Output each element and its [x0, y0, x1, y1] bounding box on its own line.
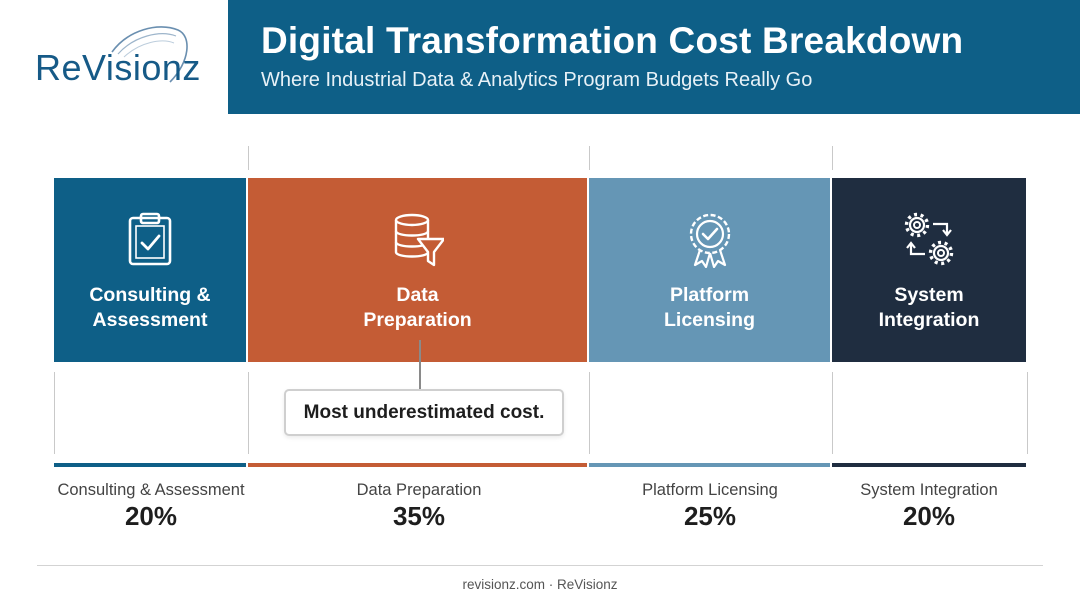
logo-swoosh-icon — [111, 26, 188, 83]
value-bar-platform-licensing — [589, 463, 830, 467]
segment-consulting-and-assessment: Consulting & Assessment — [54, 178, 246, 362]
category-label: Platform Licensing — [642, 481, 778, 499]
segment-label: System Integration — [878, 284, 980, 332]
segment-label: Consulting & Assessment — [89, 284, 211, 332]
callout-box: Most underestimated cost. — [284, 389, 564, 436]
segment-divider — [1027, 372, 1028, 454]
segment-divider — [589, 372, 590, 454]
segment-divider — [248, 146, 249, 170]
category-label: Consulting & Assessment — [57, 481, 245, 499]
value-bar-consulting-and-assessment — [54, 463, 246, 467]
percent-label: 25% — [683, 501, 737, 531]
segment-divider — [589, 146, 590, 170]
percent-label: 35% — [392, 501, 446, 531]
page-subtitle: Where Industrial Data & Analytics Progra… — [261, 69, 813, 91]
segment-label: Data Preparation — [363, 284, 472, 332]
category-label: System Integration — [860, 481, 998, 499]
footer-divider — [37, 565, 1043, 566]
segment-divider — [832, 146, 833, 170]
brand-logo: ReVisionz — [0, 0, 228, 114]
certificate-badge-icon — [684, 212, 736, 269]
segment-system-integration: System Integration — [832, 178, 1026, 362]
page-title: Digital Transformation Cost Breakdown — [261, 20, 964, 61]
clipboard-check-icon — [124, 212, 176, 268]
database-filter-icon — [392, 212, 445, 268]
segment-platform-licensing: Platform Licensing — [589, 178, 830, 362]
value-bar-data-preparation — [248, 463, 587, 467]
category-label: Data Preparation — [356, 481, 482, 499]
logo-text: ReVisionz — [35, 47, 201, 88]
value-bar-system-integration — [832, 463, 1026, 467]
footer-credit: revisionz.com · ReVisionz — [462, 577, 618, 592]
gears-sync-icon — [903, 212, 955, 268]
callout-connector — [419, 340, 421, 390]
segment-divider — [832, 372, 833, 454]
percent-label: 20% — [902, 501, 956, 531]
percent-label: 20% — [124, 501, 178, 531]
segment-label: Platform Licensing — [663, 284, 756, 332]
header-banner: Digital Transformation Cost Breakdown Wh… — [228, 0, 1080, 114]
segment-divider — [248, 372, 249, 454]
segment-data-preparation: Data Preparation — [248, 178, 587, 362]
segment-divider — [54, 372, 55, 454]
